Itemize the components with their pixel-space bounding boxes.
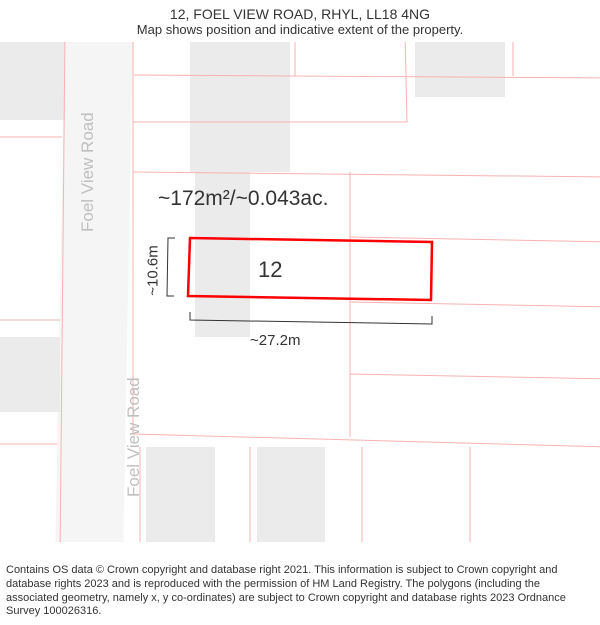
house-number: 12 — [258, 257, 282, 283]
footer-text: Contains OS data © Crown copyright and d… — [0, 560, 600, 625]
map-area: ~172m²/~0.043ac. ~27.2m ~10.6m 12 Foel V… — [0, 42, 600, 542]
header: 12, FOEL VIEW ROAD, RHYL, LL18 4NG Map s… — [0, 0, 600, 39]
height-label: ~10.6m — [145, 245, 162, 295]
area-label: ~172m²/~0.043ac. — [158, 187, 328, 211]
page-title: 12, FOEL VIEW ROAD, RHYL, LL18 4NG — [10, 6, 590, 22]
road-label-1: Foel View Road — [78, 112, 98, 232]
page-subtitle: Map shows position and indicative extent… — [10, 22, 590, 37]
width-label: ~27.2m — [250, 332, 300, 349]
road-label-2: Foel View Road — [124, 377, 144, 497]
